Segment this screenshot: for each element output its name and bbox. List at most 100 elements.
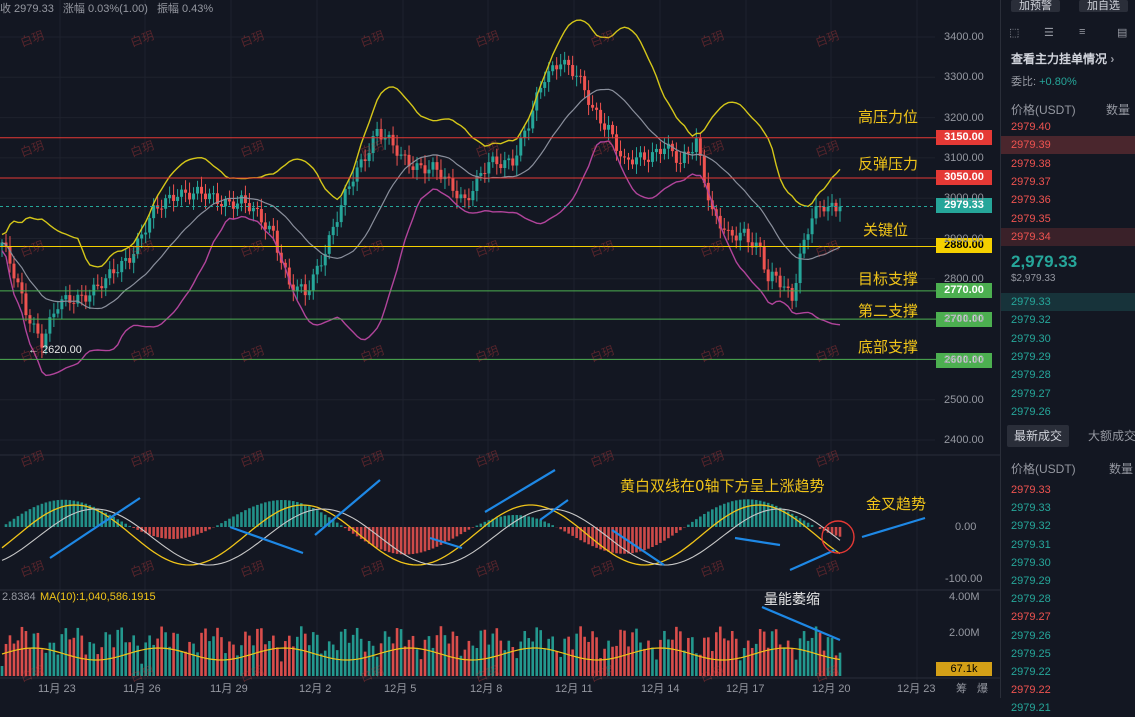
candle-body (36, 324, 39, 334)
add-favorite-button[interactable]: 加自选 (1079, 0, 1128, 12)
macd-bar (412, 527, 415, 554)
volume-bar (735, 639, 738, 676)
add-alert-button[interactable]: 加预警 (1011, 0, 1060, 12)
bid-row[interactable]: 2979.27 (1001, 385, 1135, 403)
candle-body (791, 288, 794, 301)
list-icon[interactable]: ≡ (1079, 26, 1085, 38)
macd-bar (835, 527, 838, 536)
volume-bar (388, 637, 391, 676)
candle-body (639, 152, 642, 157)
candle-body (252, 208, 255, 211)
volume-bar (104, 632, 107, 676)
bid-row[interactable]: 2979.30 (1001, 330, 1135, 348)
volume-bar (180, 651, 183, 676)
candle-body (543, 82, 546, 88)
volume-bar (85, 655, 88, 676)
macd-bar (444, 527, 447, 543)
macd-bar (523, 516, 526, 527)
macd-bar (300, 503, 303, 527)
candle-body (108, 269, 111, 278)
candle-body (431, 162, 434, 170)
macd-bar (643, 527, 646, 550)
macd-bar (61, 500, 64, 527)
chart-area[interactable]: 收 2979.33 涨幅 0.03%(1.00) 振幅 0.43% 高压力位 反… (0, 0, 1000, 698)
macd-bar (17, 516, 20, 527)
candle-body (20, 282, 23, 293)
candle-body (615, 134, 618, 151)
volume-bar (787, 641, 790, 676)
volume-bar (340, 632, 343, 676)
candle-body (332, 227, 335, 235)
volume-bar (448, 644, 451, 676)
candle-body (423, 165, 426, 173)
macd-bar (204, 527, 207, 531)
ask-row[interactable]: 2979.35 (1001, 210, 1135, 228)
ask-price: 2979.34 (1001, 231, 1051, 243)
macd-bar (69, 500, 72, 527)
ask-row[interactable]: 2979.40 (1001, 118, 1135, 136)
macd-bar (200, 527, 203, 533)
candle-body (447, 177, 450, 178)
chip-distribution-button[interactable]: 筹 (956, 680, 967, 696)
ask-row[interactable]: 2979.39 (1001, 136, 1135, 154)
candle-body (64, 295, 67, 299)
grid-icon[interactable]: ▤ (1117, 26, 1127, 39)
volume-bar (543, 648, 546, 676)
bid-row[interactable]: 2979.32 (1001, 311, 1135, 329)
candle-body (212, 193, 215, 194)
candle-body (240, 195, 243, 203)
ask-row[interactable]: 2979.34 (1001, 228, 1135, 246)
volume-bar (300, 626, 303, 676)
candle-body (100, 286, 103, 288)
ask-row[interactable]: 2979.37 (1001, 173, 1135, 191)
menu-icon[interactable]: ☰ (1044, 26, 1054, 39)
candle-body (224, 199, 227, 206)
volume-bar (775, 629, 778, 676)
candle-body (659, 149, 662, 154)
candle-body (348, 186, 351, 189)
candle-body (511, 158, 514, 165)
candle-body (635, 157, 638, 164)
candle-body (148, 218, 151, 232)
macd-bar (619, 527, 622, 554)
macd-bar (372, 527, 375, 546)
macd-bar (595, 527, 598, 548)
macd-bar (575, 527, 578, 538)
orderbook-title[interactable]: 查看主力挂单情况 › (1011, 50, 1114, 67)
candle-body (120, 261, 123, 272)
level-text-key: 关键位 (863, 219, 908, 240)
bid-row[interactable]: 2979.29 (1001, 348, 1135, 366)
bid-row[interactable]: 2979.26 (1001, 403, 1135, 421)
volume-bar (77, 628, 80, 676)
volume-bar (156, 639, 159, 676)
trade-price: 2979.25 (1001, 648, 1051, 660)
candle-body (320, 265, 323, 266)
macd-bar (160, 527, 163, 538)
level-text-high-pressure: 高压力位 (858, 106, 918, 127)
macd-bar (5, 524, 8, 527)
volume-bar (188, 642, 191, 676)
tab-large-trades[interactable]: 大额成交 (1081, 425, 1135, 447)
price-tick: 3000.00 (944, 192, 984, 204)
macd-bar (531, 517, 534, 527)
ask-row[interactable]: 2979.36 (1001, 191, 1135, 209)
candle-body (675, 151, 678, 163)
candle-body (144, 233, 147, 235)
tab-latest-trades[interactable]: 最新成交 (1007, 425, 1069, 447)
candle-body (787, 287, 790, 288)
macd-bar (807, 523, 810, 527)
candle-body (196, 187, 199, 194)
ask-row[interactable]: 2979.38 (1001, 155, 1135, 173)
layout-icon[interactable]: ⬚ (1009, 26, 1019, 39)
volume-bar (575, 634, 578, 676)
trade-row: 2979.33 (1001, 481, 1135, 499)
volume-bar (468, 641, 471, 676)
trade-price: 2979.33 (1001, 484, 1051, 496)
trade-price: 2979.29 (1001, 575, 1051, 587)
liquidation-button[interactable]: 爆 (977, 680, 988, 696)
ask-price: 2979.38 (1001, 158, 1051, 170)
bid-row[interactable]: 2979.28 (1001, 366, 1135, 384)
trade-price: 2979.22 (1001, 666, 1051, 678)
bid-row[interactable]: 2979.33 (1001, 293, 1135, 311)
candle-body (56, 309, 59, 313)
